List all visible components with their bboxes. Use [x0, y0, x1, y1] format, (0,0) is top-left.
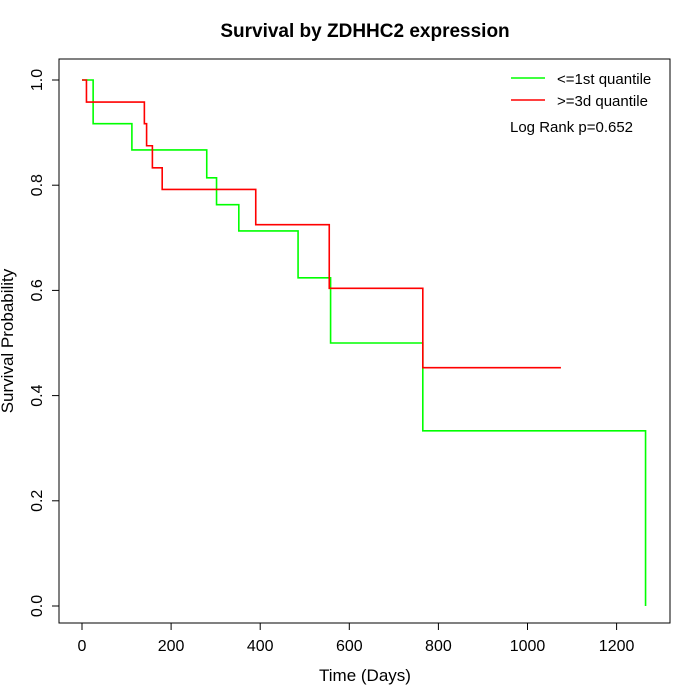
x-tick-label: 200 [158, 638, 185, 655]
y-axis-label: Survival Probability [0, 268, 17, 413]
y-axis: 0.0 0.2 0.4 0.6 0.8 1.0 [29, 69, 60, 617]
x-tick-label: 0 [78, 638, 87, 655]
y-tick-label: 1.0 [29, 69, 46, 91]
x-tick-label: 1000 [510, 638, 546, 655]
y-tick-label: 0.2 [29, 490, 46, 512]
chart-title: Survival by ZDHHC2 expression [220, 21, 509, 42]
y-tick-label: 0.6 [29, 279, 46, 301]
y-tick-label: 0.8 [29, 174, 46, 196]
legend-label-low: <=1st quantile [557, 71, 651, 88]
series-layer [82, 79, 647, 606]
y-tick-label: 0.0 [29, 595, 46, 617]
plot-frame [58, 58, 671, 624]
x-axis: 0 200 400 600 800 1000 1200 [78, 622, 635, 655]
legend: <=1st quantile >=3d quantile [511, 71, 651, 110]
legend-label-high: >=3d quantile [557, 93, 648, 110]
x-tick-label: 600 [336, 638, 363, 655]
x-tick-label: 400 [247, 638, 274, 655]
series-line-low-quantile [82, 79, 647, 606]
x-tick-label: 800 [425, 638, 452, 655]
x-axis-label: Time (Days) [319, 666, 411, 685]
series-line-high-quantile [82, 79, 561, 369]
x-tick-label: 1200 [599, 638, 635, 655]
y-tick-label: 0.4 [29, 384, 46, 406]
logrank-annotation: Log Rank p=0.652 [510, 119, 633, 136]
